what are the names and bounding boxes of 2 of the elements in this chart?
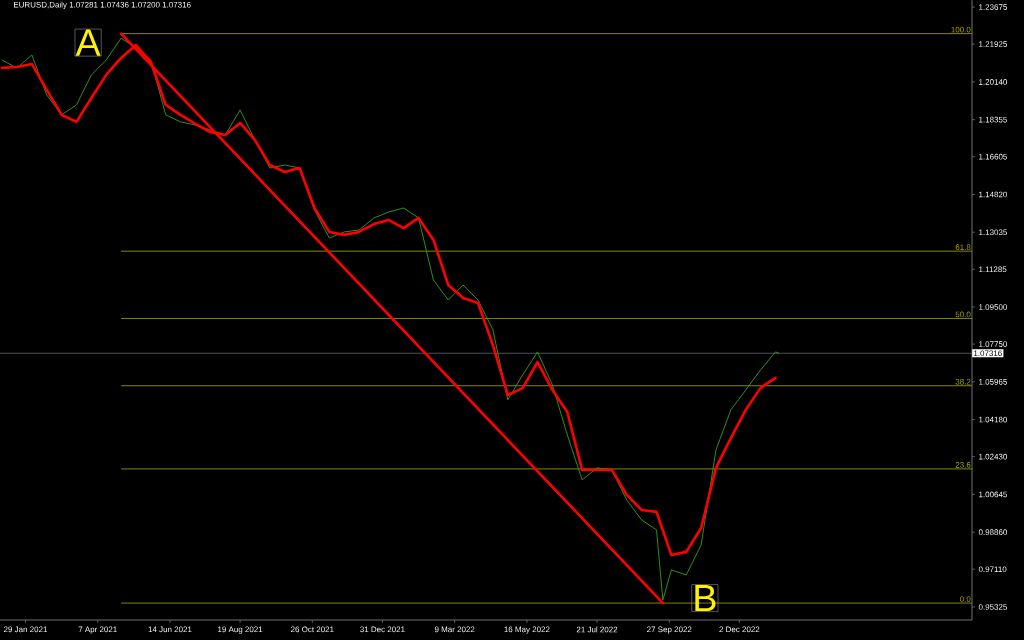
annotation: B [695,585,716,612]
annotation: A [75,29,101,56]
